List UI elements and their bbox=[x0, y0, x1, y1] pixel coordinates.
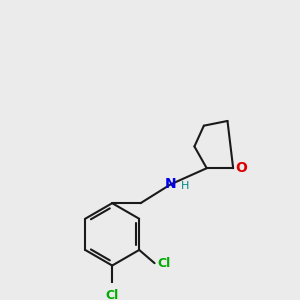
Text: Cl: Cl bbox=[158, 257, 171, 270]
Text: N: N bbox=[165, 177, 177, 191]
Text: H: H bbox=[181, 181, 189, 191]
Text: O: O bbox=[235, 161, 247, 175]
Text: Cl: Cl bbox=[106, 289, 119, 300]
